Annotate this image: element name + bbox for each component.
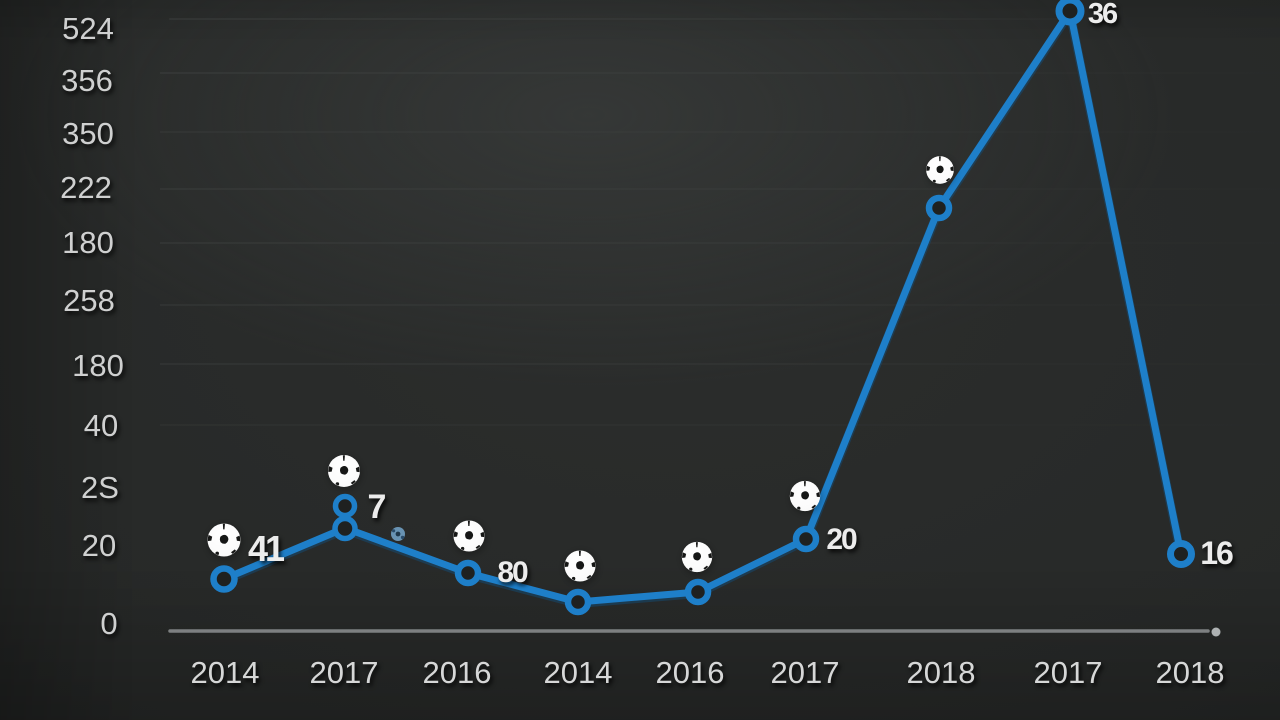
- svg-text:20: 20: [82, 528, 116, 563]
- svg-text:2016: 2016: [423, 655, 492, 690]
- svg-text:2017: 2017: [310, 655, 379, 690]
- svg-text:41: 41: [248, 528, 285, 569]
- svg-text:2014: 2014: [191, 655, 260, 690]
- svg-text:80: 80: [497, 556, 528, 589]
- svg-text:524: 524: [62, 11, 114, 46]
- svg-text:356: 356: [61, 63, 113, 98]
- svg-text:7: 7: [368, 488, 387, 526]
- svg-text:222: 222: [60, 170, 112, 205]
- svg-text:20: 20: [826, 523, 857, 556]
- svg-text:2017: 2017: [771, 655, 840, 690]
- svg-text:36: 36: [1088, 0, 1118, 30]
- svg-text:2014: 2014: [544, 655, 613, 690]
- svg-text:16: 16: [1200, 535, 1233, 571]
- svg-text:0: 0: [100, 606, 117, 641]
- svg-text:40: 40: [84, 408, 118, 443]
- svg-text:2018: 2018: [907, 655, 976, 690]
- svg-text:2017: 2017: [1034, 655, 1103, 690]
- svg-text:2S: 2S: [81, 470, 119, 505]
- svg-text:350: 350: [62, 116, 114, 151]
- svg-text:2016: 2016: [656, 655, 725, 690]
- svg-text:258: 258: [63, 283, 115, 318]
- svg-text:2018: 2018: [1156, 655, 1225, 690]
- svg-text:180: 180: [72, 348, 124, 383]
- svg-text:180: 180: [62, 225, 114, 260]
